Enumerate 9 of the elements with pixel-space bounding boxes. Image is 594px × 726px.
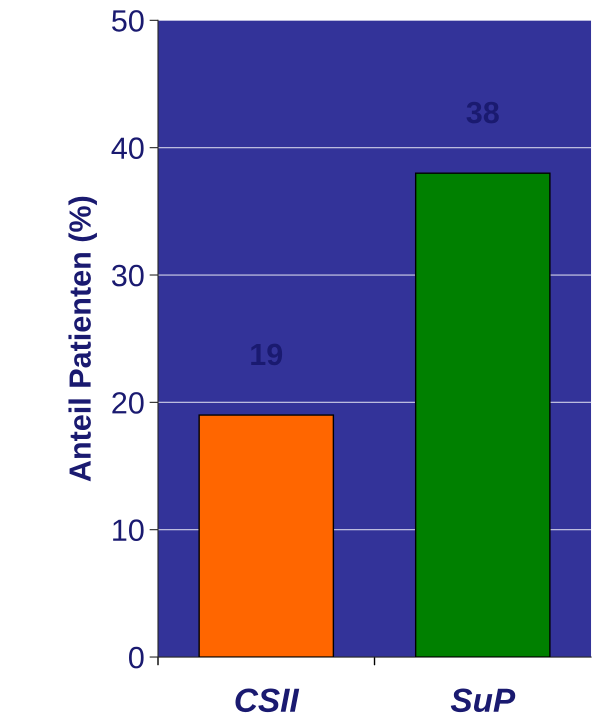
- y-tick-label: 10: [113, 519, 144, 542]
- y-tick-label: 40: [112, 137, 144, 160]
- y-tick-label: 30: [112, 264, 144, 286]
- x-tick-label: SuP: [450, 688, 516, 712]
- y-tick-label: 50: [112, 10, 144, 32]
- y-tick-label: 20: [112, 392, 144, 414]
- y-tick-label: 0: [129, 646, 144, 668]
- y-axis-title: Anteil Patienten (%): [68, 196, 97, 482]
- x-tick-label: CSII: [235, 688, 300, 712]
